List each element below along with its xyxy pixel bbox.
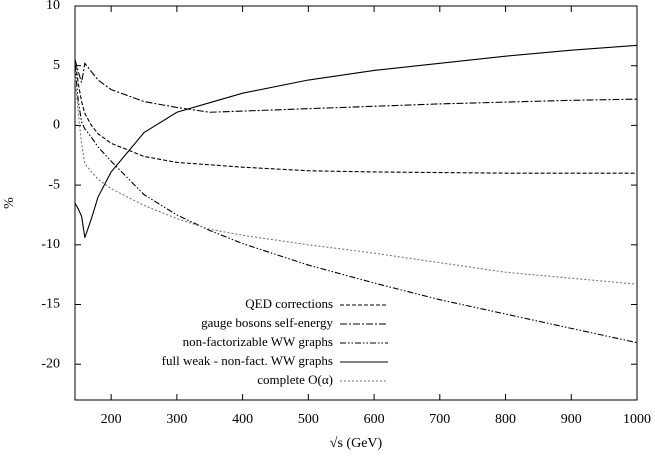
y-tick-label: -10 — [41, 237, 60, 252]
x-tick-label: 400 — [232, 412, 253, 427]
x-tick-label: 300 — [166, 412, 187, 427]
legend-label: QED corrections — [245, 296, 333, 311]
series-line — [74, 65, 638, 344]
legend-label: complete O(α) — [257, 372, 333, 387]
x-tick-label: 700 — [429, 412, 450, 427]
series-line — [74, 77, 638, 285]
y-tick-label: 10 — [46, 0, 60, 13]
x-tick-label: 1000 — [623, 412, 651, 427]
series-line — [74, 59, 637, 174]
y-tick-label: 5 — [53, 58, 60, 73]
y-axis-label: % — [2, 197, 17, 209]
x-axis-label: √s (GeV) — [330, 436, 383, 451]
legend-label: non-factorizable WW graphs — [183, 334, 333, 349]
x-tick-label: 200 — [101, 412, 122, 427]
legend-label: full weak - non-fact. WW graphs — [162, 353, 333, 368]
x-tick-label: 900 — [561, 412, 582, 427]
x-tick-label: 500 — [298, 412, 319, 427]
x-tick-label: 600 — [364, 412, 385, 427]
legend-label: gauge bosons self-energy — [201, 315, 333, 330]
y-tick-label: -5 — [48, 177, 60, 192]
series-line — [74, 44, 638, 238]
y-tick-label: -20 — [41, 356, 60, 371]
y-tick-label: 0 — [53, 118, 60, 133]
plot-frame — [74, 5, 638, 401]
series-line — [74, 59, 638, 113]
y-tick-label: -15 — [41, 297, 60, 312]
x-tick-label: 800 — [495, 412, 516, 427]
